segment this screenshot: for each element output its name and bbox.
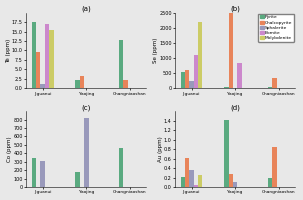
- Title: (c): (c): [82, 104, 91, 111]
- Bar: [189, 81, 194, 88]
- Y-axis label: Au (ppm): Au (ppm): [158, 136, 162, 162]
- Bar: [181, 177, 185, 187]
- Bar: [268, 178, 272, 187]
- Bar: [45, 24, 49, 88]
- Bar: [80, 76, 84, 88]
- Bar: [272, 78, 277, 88]
- Bar: [123, 80, 128, 88]
- Bar: [181, 72, 185, 88]
- Bar: [32, 158, 36, 187]
- Legend: Pyrite, Chalcopyrite, Sphalerite, Bornite, Molybdenite: Pyrite, Chalcopyrite, Sphalerite, Bornit…: [258, 14, 294, 42]
- Bar: [75, 80, 80, 88]
- Bar: [185, 70, 189, 88]
- Bar: [228, 174, 233, 187]
- Bar: [224, 120, 228, 187]
- Bar: [189, 170, 194, 187]
- Bar: [194, 185, 198, 187]
- Bar: [75, 172, 80, 187]
- Title: (b): (b): [230, 6, 240, 12]
- Y-axis label: Co (ppm): Co (ppm): [7, 136, 12, 162]
- Bar: [36, 52, 41, 88]
- Y-axis label: Se (ppm): Se (ppm): [153, 38, 158, 63]
- Bar: [84, 118, 88, 187]
- Bar: [268, 87, 272, 88]
- Bar: [119, 148, 123, 187]
- Bar: [41, 84, 45, 88]
- Bar: [194, 55, 198, 88]
- Title: (d): (d): [230, 104, 240, 111]
- Bar: [119, 40, 123, 88]
- Bar: [185, 158, 189, 187]
- Bar: [32, 22, 36, 88]
- Bar: [272, 147, 277, 187]
- Bar: [237, 63, 242, 88]
- Bar: [224, 87, 228, 88]
- Title: (a): (a): [82, 6, 91, 12]
- Bar: [198, 22, 202, 88]
- Bar: [233, 182, 237, 187]
- Bar: [198, 175, 202, 187]
- Y-axis label: Te (ppm): Te (ppm): [5, 38, 11, 63]
- Bar: [41, 161, 45, 187]
- Bar: [228, 13, 233, 88]
- Bar: [49, 30, 54, 88]
